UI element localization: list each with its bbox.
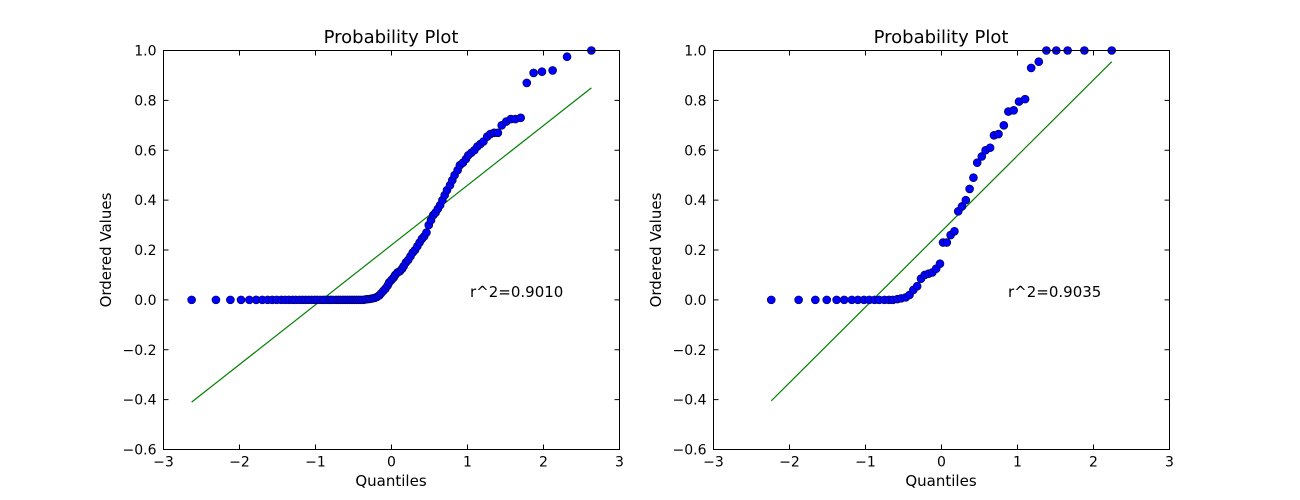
- right-probability-plot: Probability Plot Quantiles Ordered Value…: [647, 27, 1174, 490]
- right-data-point: [766, 295, 776, 305]
- right-data-point: [957, 202, 967, 211]
- left-data-point: [422, 228, 431, 237]
- right-r-squared-annotation: r^2=0.9035: [1008, 283, 1101, 301]
- left-y-tick-label: 0.4: [134, 193, 156, 209]
- right-data-point: [985, 143, 995, 153]
- left-y-tick-label: 0.6: [134, 143, 156, 159]
- right-x-tick-label: 3: [1165, 455, 1174, 471]
- right-data-point: [832, 295, 841, 305]
- right-data-point: [1020, 94, 1030, 104]
- right-data-point: [794, 295, 803, 305]
- right-axes-frame: [713, 50, 1170, 450]
- left-x-ticks: −3 −2 −1 0 1 2 3: [153, 50, 624, 471]
- left-plot-title: Probability Plot: [324, 27, 459, 48]
- right-x-tick-label: 2: [1089, 455, 1098, 471]
- left-x-tick-label: −1: [305, 455, 326, 471]
- left-x-tick-label: 0: [387, 455, 396, 471]
- right-data-point: [1009, 106, 1019, 115]
- right-data-point: [994, 129, 1003, 139]
- left-probability-plot: Probability Plot Quantiles Ordered Value…: [97, 27, 624, 490]
- left-plot-area: [187, 46, 596, 403]
- left-y-tick-label: 0.0: [134, 293, 156, 309]
- left-data-point: [493, 128, 503, 138]
- right-x-tick-label: −2: [779, 455, 800, 471]
- right-x-axis-label: Quantiles: [905, 472, 976, 490]
- right-data-point: [839, 295, 849, 305]
- right-data-point: [822, 295, 832, 305]
- left-axes-frame: [163, 50, 620, 450]
- left-y-axis-label: Ordered Values: [97, 192, 115, 307]
- left-data-point: [211, 295, 221, 305]
- right-x-tick-label: −3: [703, 455, 724, 471]
- left-y-tick-label: 0.8: [134, 93, 156, 109]
- right-y-tick-label: 0.2: [684, 243, 706, 259]
- left-data-point: [187, 295, 196, 305]
- right-data-point: [912, 281, 922, 291]
- left-x-tick-label: 1: [463, 455, 472, 471]
- right-x-ticks: −3 −2 −1 0 1 2 3: [703, 50, 1174, 471]
- left-data-point: [226, 295, 235, 305]
- left-y-tick-label: −0.2: [123, 343, 157, 359]
- right-data-point: [1026, 63, 1036, 73]
- right-data-point: [811, 295, 820, 305]
- right-y-tick-label: −0.4: [673, 393, 707, 409]
- left-y-ticks: −0.6 −0.4 −0.2 0.0 0.2 0.4 0.6 0.8 1.0: [123, 44, 620, 459]
- right-y-tick-label: −0.2: [673, 343, 707, 359]
- right-x-tick-label: 1: [1013, 455, 1022, 471]
- right-data-point: [942, 238, 952, 247]
- right-data-point: [999, 121, 1009, 130]
- left-data-point: [529, 68, 538, 78]
- left-data-point: [516, 113, 526, 123]
- right-data-point: [961, 195, 971, 205]
- right-data-point: [1034, 57, 1044, 67]
- right-data-point: [950, 226, 959, 236]
- right-x-tick-label: −1: [855, 455, 876, 471]
- left-y-tick-label: −0.6: [123, 443, 157, 459]
- left-fit-line: [191, 87, 592, 403]
- right-y-tick-label: 0.4: [684, 193, 706, 209]
- right-data-point: [935, 259, 945, 269]
- right-y-tick-label: −0.6: [673, 443, 707, 459]
- left-x-tick-label: 2: [539, 455, 548, 471]
- right-y-axis-label: Ordered Values: [647, 192, 665, 307]
- left-data-point: [236, 295, 246, 305]
- left-r-squared-annotation: r^2=0.9010: [470, 283, 563, 301]
- left-data-point: [537, 67, 547, 76]
- right-data-point: [965, 184, 974, 194]
- right-y-tick-label: 0.0: [684, 293, 706, 309]
- right-x-tick-label: 0: [937, 455, 946, 471]
- right-y-tick-label: 0.8: [684, 93, 706, 109]
- right-fit-line: [770, 61, 1113, 402]
- right-data-point: [972, 158, 982, 168]
- right-data-point: [969, 173, 978, 182]
- left-x-axis-label: Quantiles: [355, 472, 426, 490]
- left-x-tick-label: −3: [153, 455, 174, 471]
- left-data-point: [562, 52, 572, 62]
- left-x-tick-label: −2: [229, 455, 250, 471]
- right-plot-area: [766, 46, 1117, 402]
- left-data-point: [522, 78, 532, 88]
- right-y-tick-label: 1.0: [684, 44, 706, 60]
- right-plot-title: Probability Plot: [874, 27, 1009, 48]
- left-data-point: [548, 66, 557, 75]
- right-data-point: [977, 152, 987, 161]
- right-y-tick-label: 0.6: [684, 143, 706, 159]
- left-x-tick-label: 3: [615, 455, 624, 471]
- left-y-tick-label: 0.2: [134, 243, 156, 259]
- left-y-tick-label: 1.0: [134, 44, 156, 60]
- left-y-tick-label: −0.4: [123, 393, 157, 409]
